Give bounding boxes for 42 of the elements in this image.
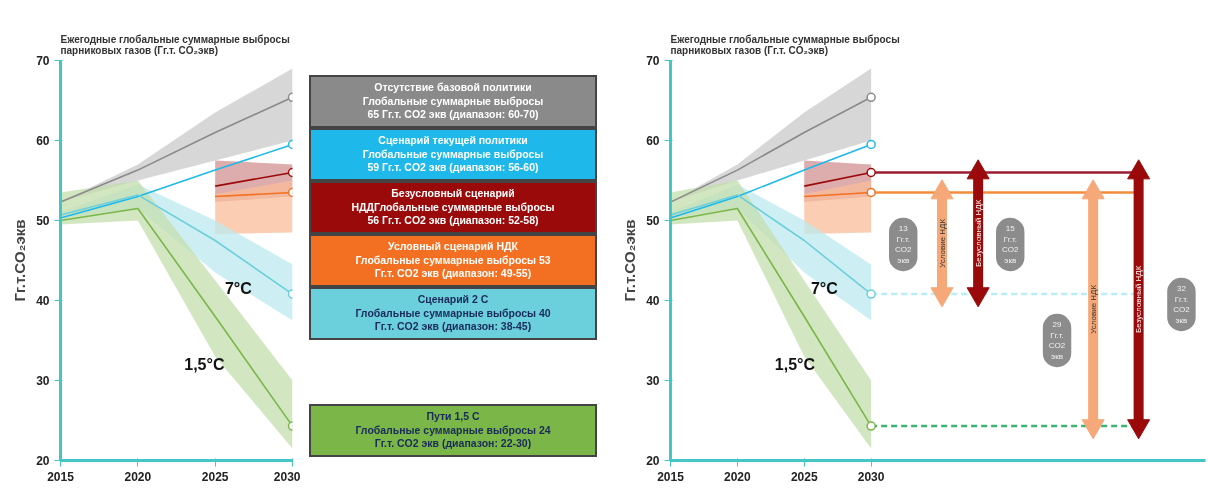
text: Сценарий 2 С Глобальные суммарные выбросы 40 Гг.т. CO2 экв (диапазон: 38-45) (309, 287, 597, 340)
y-tick-label: 40 (36, 294, 50, 308)
text: Сценарий текущей политики Глобальные суммарные выбросы 59 Гг.т. CO2 экв (диапазон: 56-60) (309, 128, 597, 181)
text: Условие НДК (937, 218, 947, 268)
x-tick-label: 2015 (657, 469, 685, 484)
chart-title: Ежегодные глобальные суммарные выбросы парниковых газов (Гг.т. CO₂экв) (670, 33, 900, 56)
y-axis-title: Гг.т.CO₂экв (11, 219, 29, 302)
text: Отсутствие базовой политики Глобальные суммарные выбросы 65 Гг.т. CO2 экв (диапазон: 60-70) (309, 75, 597, 128)
annotation: 7°C (224, 280, 253, 297)
y-axis-title: Гг.т.CO₂экв (621, 219, 639, 302)
text: Безусловный сценарий НДДГлобальные суммарные выбросы 56 Гг.т. CO2 экв (диапазон: 52-58) (309, 181, 597, 234)
x-tick-label: 2020 (724, 469, 752, 484)
y-tick-label: 70 (646, 54, 660, 68)
annotation: 29 Гг.т. CO2 экв (1048, 319, 1066, 362)
x-tick-label: 2015 (47, 469, 75, 484)
y-tick-label: 40 (646, 294, 660, 308)
x-tick-label: 2025 (790, 469, 818, 484)
text: Условие НДК (1088, 284, 1098, 334)
text: Безусловный НДК (1134, 265, 1144, 333)
annotation: 15 Гг.т. CO2 экв (1002, 223, 1019, 266)
y-tick-label: 30 (36, 374, 50, 388)
annotation: 1,5°C (774, 356, 816, 373)
annotation: 7°C (810, 280, 839, 297)
text: Условный сценарий НДК Глобальные суммарные выбросы 53 Гг.т. CO2 экв (диапазон: 49-55) (309, 234, 597, 287)
text: Безусловный НДК (973, 199, 983, 267)
y-tick-label: 50 (36, 214, 50, 228)
y-tick-label: 30 (646, 374, 660, 388)
x-tick-label: 2025 (201, 469, 229, 484)
y-tick-label: 60 (36, 134, 50, 148)
x-tick-label: 2030 (857, 469, 885, 484)
x-tick-label: 2030 (273, 469, 301, 484)
y-tick-label: 60 (646, 134, 660, 148)
y-tick-label: 70 (36, 54, 50, 68)
text: Пути 1,5 С Глобальные суммарные выбросы 24 Гг.т. CO2 экв (диапазон: 22-30) (309, 404, 597, 457)
annotation: 1,5°C (184, 356, 225, 373)
annotation: 13 Гг.т. CO2 экв (895, 223, 912, 266)
annotation: 32 Гг.т. CO2 экв (1173, 283, 1191, 326)
y-tick-label: 20 (646, 454, 660, 468)
x-tick-label: 2020 (124, 469, 152, 484)
y-tick-label: 20 (36, 454, 50, 468)
y-tick-label: 50 (646, 214, 660, 228)
chart-title: Ежегодные глобальные суммарные выбросы парниковых газов (Гг.т. CO₂экв) (60, 33, 290, 56)
